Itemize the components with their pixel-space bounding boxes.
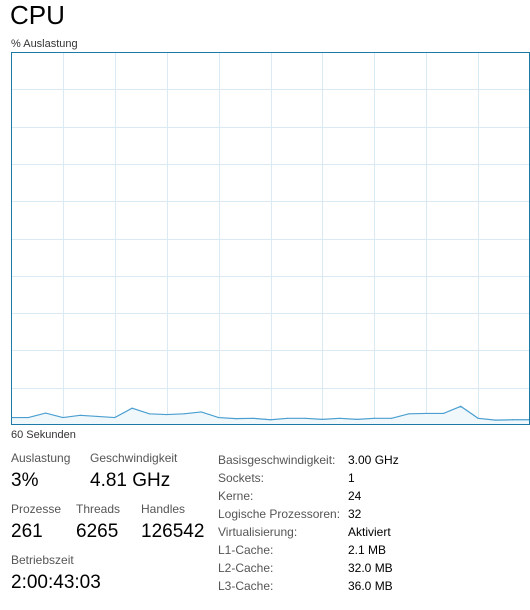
- usage-line: [11, 405, 530, 421]
- detail-label: L3-Cache:: [218, 579, 274, 593]
- usage-value: 3%: [11, 470, 39, 491]
- speed-label: Geschwindigkeit: [90, 451, 178, 465]
- detail-value: 36.0 MB: [348, 579, 393, 593]
- handles-label: Handles: [141, 502, 186, 516]
- detail-label: Virtualisierung:: [218, 525, 298, 539]
- speed-value: 4.81 GHz: [90, 470, 171, 491]
- detail-label: L1-Cache:: [218, 543, 274, 557]
- detail-value: 32: [348, 507, 362, 521]
- detail-label: Kerne:: [218, 489, 254, 503]
- detail-label: Basisgeschwindigkeit:: [218, 453, 336, 467]
- usage-label: Auslastung: [11, 451, 71, 465]
- graph-border: [11, 52, 530, 425]
- handles-value: 126542: [141, 521, 205, 542]
- processes-value: 261: [11, 521, 43, 542]
- detail-value: 2.1 MB: [348, 543, 387, 557]
- threads-label: Threads: [76, 502, 121, 516]
- page-title: CPU: [10, 0, 65, 30]
- detail-value: 3.00 GHz: [348, 453, 399, 467]
- detail-value: 1: [348, 471, 355, 485]
- uptime-label: Betriebszeit: [11, 553, 74, 567]
- processes-label: Prozesse: [11, 502, 62, 516]
- uptime-value: 2:00:43:03: [11, 572, 101, 593]
- detail-label: L2-Cache:: [218, 561, 274, 575]
- detail-label: Sockets:: [218, 471, 265, 485]
- cpu-usage-chart: [11, 52, 530, 425]
- graph-y-label: % Auslastung: [11, 38, 78, 50]
- detail-label: Logische Prozessoren:: [218, 507, 341, 521]
- detail-value: Aktiviert: [348, 525, 391, 539]
- detail-value: 24: [348, 489, 362, 503]
- graph-x-label: 60 Sekunden: [11, 429, 76, 441]
- threads-value: 6265: [76, 521, 119, 542]
- graph-grid: [11, 52, 530, 425]
- cpu-usage-graph: [11, 52, 530, 425]
- detail-value: 32.0 MB: [348, 561, 393, 575]
